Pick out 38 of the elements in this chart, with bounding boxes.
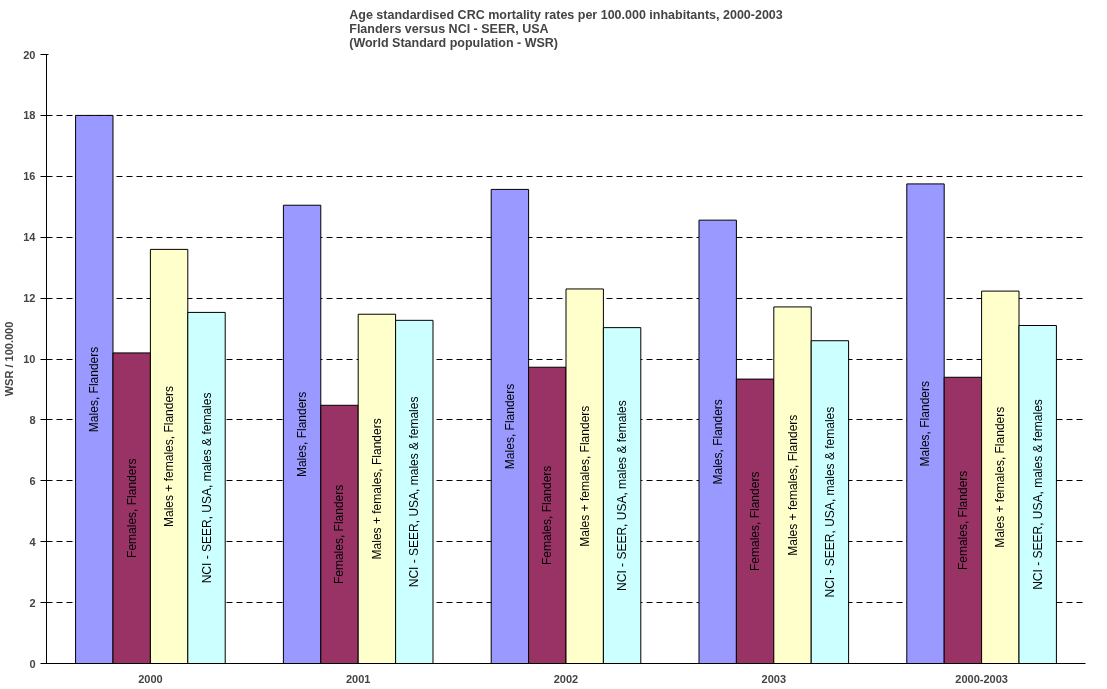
- text: NCI - SEER, USA, males & females: [822, 406, 837, 598]
- y-axis-title: WSR / 100.000: [3, 321, 16, 397]
- y-tick-label: 20: [23, 48, 36, 61]
- text: NCI - SEER, USA, males & females: [407, 396, 422, 588]
- text: Males + females, Flanders: [785, 414, 800, 556]
- text: Females, Flanders: [748, 471, 763, 571]
- text: Females, Flanders: [332, 484, 347, 585]
- text: Males, Flanders: [918, 381, 933, 467]
- y-tick-label: 16: [23, 170, 36, 183]
- y-tick-label: 2: [29, 596, 36, 609]
- x-tick-label: 2000-2003: [955, 672, 1008, 685]
- text: NCI - SEER, USA, males & females: [1030, 399, 1045, 590]
- text: Females, Flanders: [955, 470, 970, 571]
- x-tick-label: 2003: [761, 672, 787, 685]
- y-tick-label: 0: [29, 657, 36, 670]
- y-tick-label: 18: [23, 109, 36, 122]
- text: Males + females, Flanders: [162, 385, 177, 527]
- y-tick-label: 10: [23, 353, 36, 365]
- y-tick-label: 14: [23, 231, 37, 244]
- series-label: Males, Flanders: [295, 391, 310, 478]
- text: Males, Flanders: [502, 383, 517, 470]
- text: Males + females, Flanders: [369, 418, 384, 560]
- text: Males + females, Flanders: [993, 406, 1008, 548]
- text: NCI - SEER, USA, males & females: [199, 392, 214, 584]
- y-tick-label: 12: [23, 292, 36, 305]
- y-tick-label: 8: [29, 413, 36, 426]
- y-tick-label: 4: [29, 535, 37, 548]
- x-tick-label: 2000: [138, 672, 163, 685]
- x-tick-label: 2001: [345, 672, 371, 685]
- series-label: NCI - SEER, USA, males & females: [615, 400, 630, 591]
- series-label: Males + females, Flanders: [577, 405, 592, 547]
- x-tick-label: 2002: [553, 672, 579, 685]
- text: Males, Flanders: [710, 399, 725, 485]
- chart-title: Age standardised CRC mortality rates per 100.000 inhabitants, 2000-2003 Flanders versus NCI - SEER, USA (World Standard population - WSR): [349, 7, 783, 50]
- series-label: Females, Flanders: [540, 465, 555, 566]
- text: Males, Flanders: [87, 346, 102, 433]
- y-tick-label: 6: [29, 474, 36, 487]
- text: Females, Flanders: [124, 458, 139, 558]
